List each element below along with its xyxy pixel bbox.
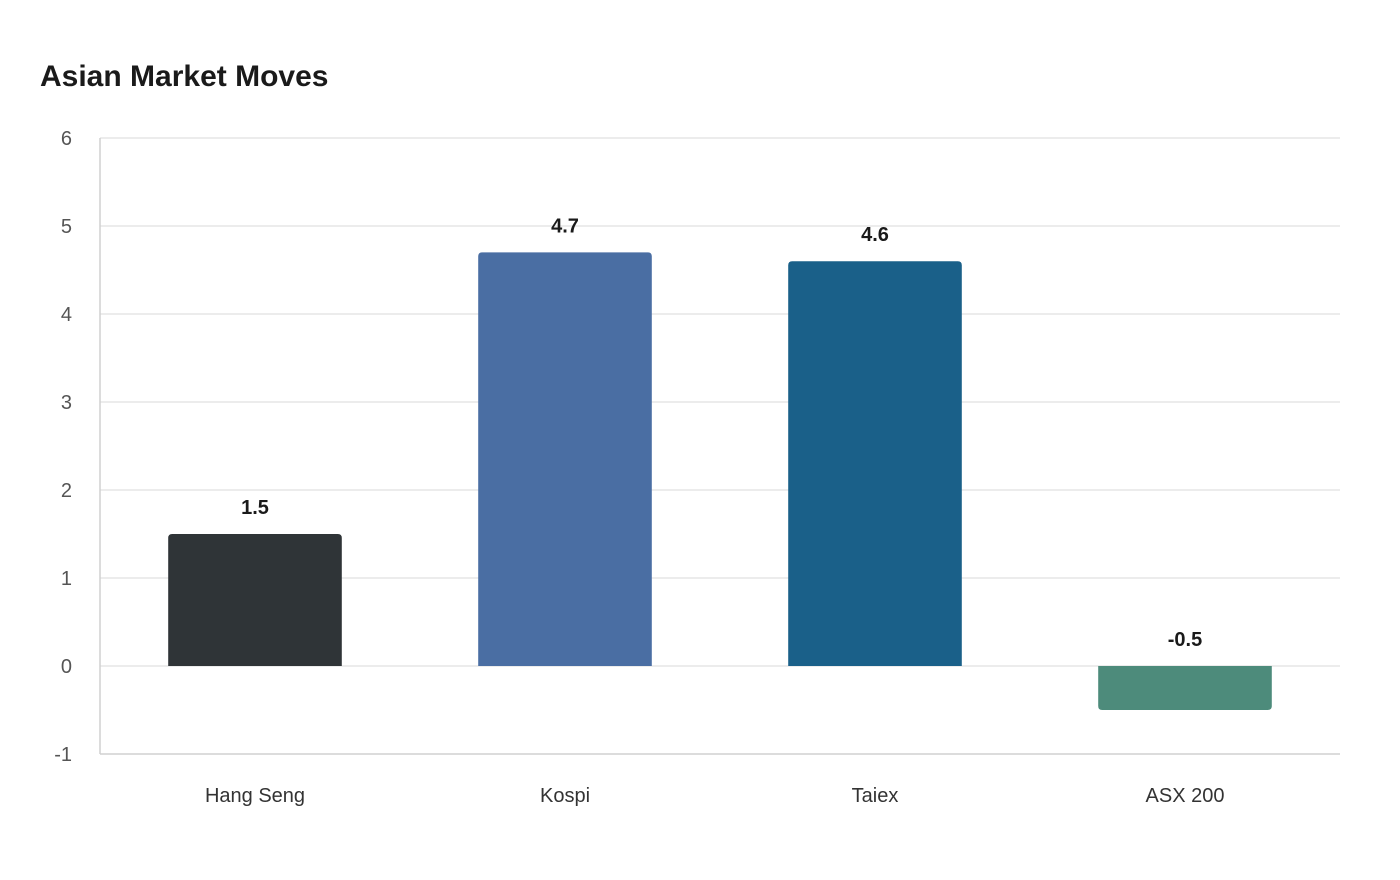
data-label: 4.7	[551, 215, 579, 237]
bar	[478, 252, 652, 666]
data-label: -0.5	[1168, 629, 1202, 651]
bar	[788, 261, 962, 666]
axes	[99, 138, 1340, 755]
data-label: 4.6	[861, 224, 889, 246]
bar	[168, 534, 342, 666]
y-tick-label: 5	[61, 216, 72, 238]
y-tick-label: 1	[61, 568, 72, 590]
x-tick-label: Hang Seng	[205, 785, 305, 807]
y-tick-label: -1	[54, 744, 72, 766]
x-tick-label: ASX 200	[1146, 785, 1225, 807]
data-label: 1.5	[241, 497, 269, 519]
y-tick-label: 3	[61, 392, 72, 414]
labels: -1 0 1 2 3 4 5 6 1.5 Hang Seng 4.7 Kospi 4.6 Taiex -0.…	[54, 128, 1224, 807]
chart-title: Asian Market Moves	[40, 60, 329, 93]
y-tick-label: 4	[61, 304, 72, 326]
x-tick-label: Kospi	[540, 785, 590, 807]
y-tick-label: 6	[61, 128, 72, 150]
x-tick-label: Taiex	[852, 785, 899, 807]
bar	[1098, 666, 1272, 710]
y-tick-label: 0	[61, 656, 72, 678]
y-tick-label: 2	[61, 480, 72, 502]
bars	[168, 252, 1272, 710]
